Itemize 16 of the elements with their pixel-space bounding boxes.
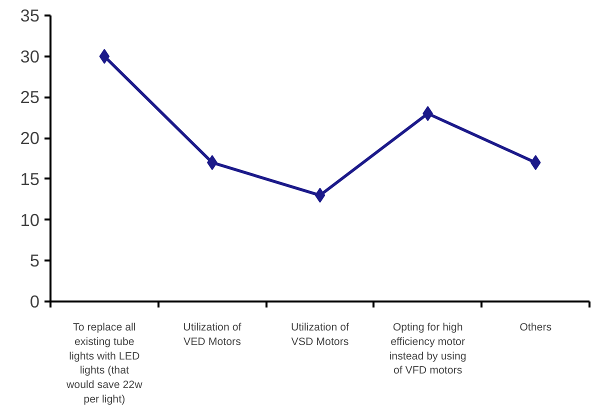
x-tick-label: To replace all existing tube lights with LED lights (that would save 22w per light): [65, 322, 143, 406]
y-tick-label: 25: [20, 87, 40, 108]
y-tick-label: 0: [30, 292, 40, 312]
x-tick-label: Utilization of VSD Motors: [290, 322, 350, 348]
y-tick-label: 20: [20, 128, 40, 148]
y-tick-label: 5: [30, 250, 40, 271]
point: [314, 188, 326, 203]
y-tick-label: 10: [20, 210, 40, 230]
y-tick-label: 35: [20, 6, 40, 26]
y-tick-label: 30: [20, 46, 40, 66]
y-tick-label: 15: [20, 168, 40, 189]
x-tick-label: Opting for high efficiency motor instead by using of VFD motors: [389, 322, 466, 377]
point: [99, 48, 110, 64]
x-tick-label: Utilization of VED Motors: [183, 322, 242, 348]
point: [530, 155, 541, 170]
x-tick-label: Others: [520, 322, 552, 334]
